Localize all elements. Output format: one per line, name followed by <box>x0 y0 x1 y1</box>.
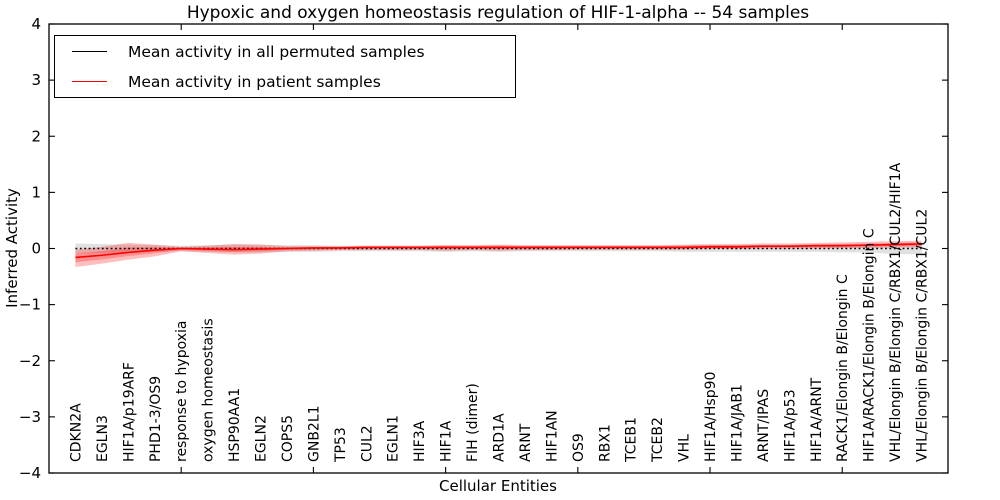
legend-item-permuted: Mean activity in all permuted samples <box>72 39 515 65</box>
legend-line-permuted-icon <box>72 51 107 52</box>
category-label: TCEB1 <box>624 417 640 463</box>
category-label: HIF1A/JAB1 <box>729 384 745 462</box>
category-label: ARNT/IPAS <box>756 389 772 462</box>
category-label: CUL2 <box>359 425 375 462</box>
category-label: EGLN2 <box>254 415 270 462</box>
category-label: VHL/Elongin B/Elongin C/RBX1/CUL2/HIF1A <box>888 162 904 462</box>
category-label: OS9 <box>571 433 587 462</box>
y-tick-label: −2 <box>19 352 41 370</box>
category-label: RACK1/Elongin B/Elongin C <box>835 274 851 462</box>
category-label: GNB2L1 <box>306 405 322 462</box>
category-label: HIF1AN <box>544 410 560 462</box>
category-label: HIF1A/p19ARF <box>121 362 137 462</box>
category-label: HIF1A/ARNT <box>809 377 825 462</box>
y-tick-label: 1 <box>31 183 41 201</box>
x-axis-label: Cellular Entities <box>439 477 557 495</box>
category-label: TP53 <box>333 427 349 463</box>
y-axis-label: Inferred Activity <box>3 188 21 308</box>
legend-label-patient: Mean activity in patient samples <box>128 72 381 91</box>
y-tick-label: 0 <box>31 240 41 258</box>
category-label: EGLN1 <box>386 415 402 462</box>
legend-item-patient: Mean activity in patient samples <box>72 69 515 95</box>
legend-line-patient-icon <box>72 81 107 82</box>
category-label: HIF3A <box>412 420 428 462</box>
y-tick-label: 4 <box>31 15 41 33</box>
y-tick-label: 3 <box>31 71 41 89</box>
category-label: FIH (dimer) <box>465 383 481 462</box>
category-label: COPS5 <box>280 415 296 462</box>
category-label: VHL/Elongin B/Elongin C/RBX1/CUL2 <box>915 209 931 462</box>
y-tick-label: −1 <box>19 296 41 314</box>
category-label: CDKN2A <box>68 403 84 462</box>
category-label: oxygen homeostasis <box>201 318 217 462</box>
category-label: HIF1A/p53 <box>782 389 798 462</box>
category-label: VHL <box>677 434 693 462</box>
category-label: EGLN3 <box>95 415 111 462</box>
category-label: TCEB2 <box>650 417 666 463</box>
y-tick-label: −4 <box>19 464 41 482</box>
patient-confidence-band-outer <box>75 240 922 268</box>
category-label: response to hypoxia <box>174 321 190 462</box>
y-tick-label: −3 <box>19 408 41 426</box>
category-label: HIF1A/RACK1/Elongin B/Elongin C <box>862 228 878 462</box>
chart-title: Hypoxic and oxygen homeostasis regulatio… <box>186 3 810 23</box>
legend-label-permuted: Mean activity in all permuted samples <box>128 42 425 61</box>
category-label: ARD1A <box>492 413 508 462</box>
category-label: HSP90AA1 <box>227 388 243 462</box>
category-label: ARNT <box>518 423 534 462</box>
category-label: PHD1-3/OS9 <box>148 376 164 462</box>
y-tick-label: 2 <box>31 127 41 145</box>
patient-mean-line <box>75 243 922 259</box>
category-label: HIF1A/Hsp90 <box>703 372 719 462</box>
category-label: RBX1 <box>597 424 613 462</box>
legend-box: Mean activity in all permuted samples Me… <box>54 35 516 98</box>
category-label: HIF1A <box>439 420 455 462</box>
